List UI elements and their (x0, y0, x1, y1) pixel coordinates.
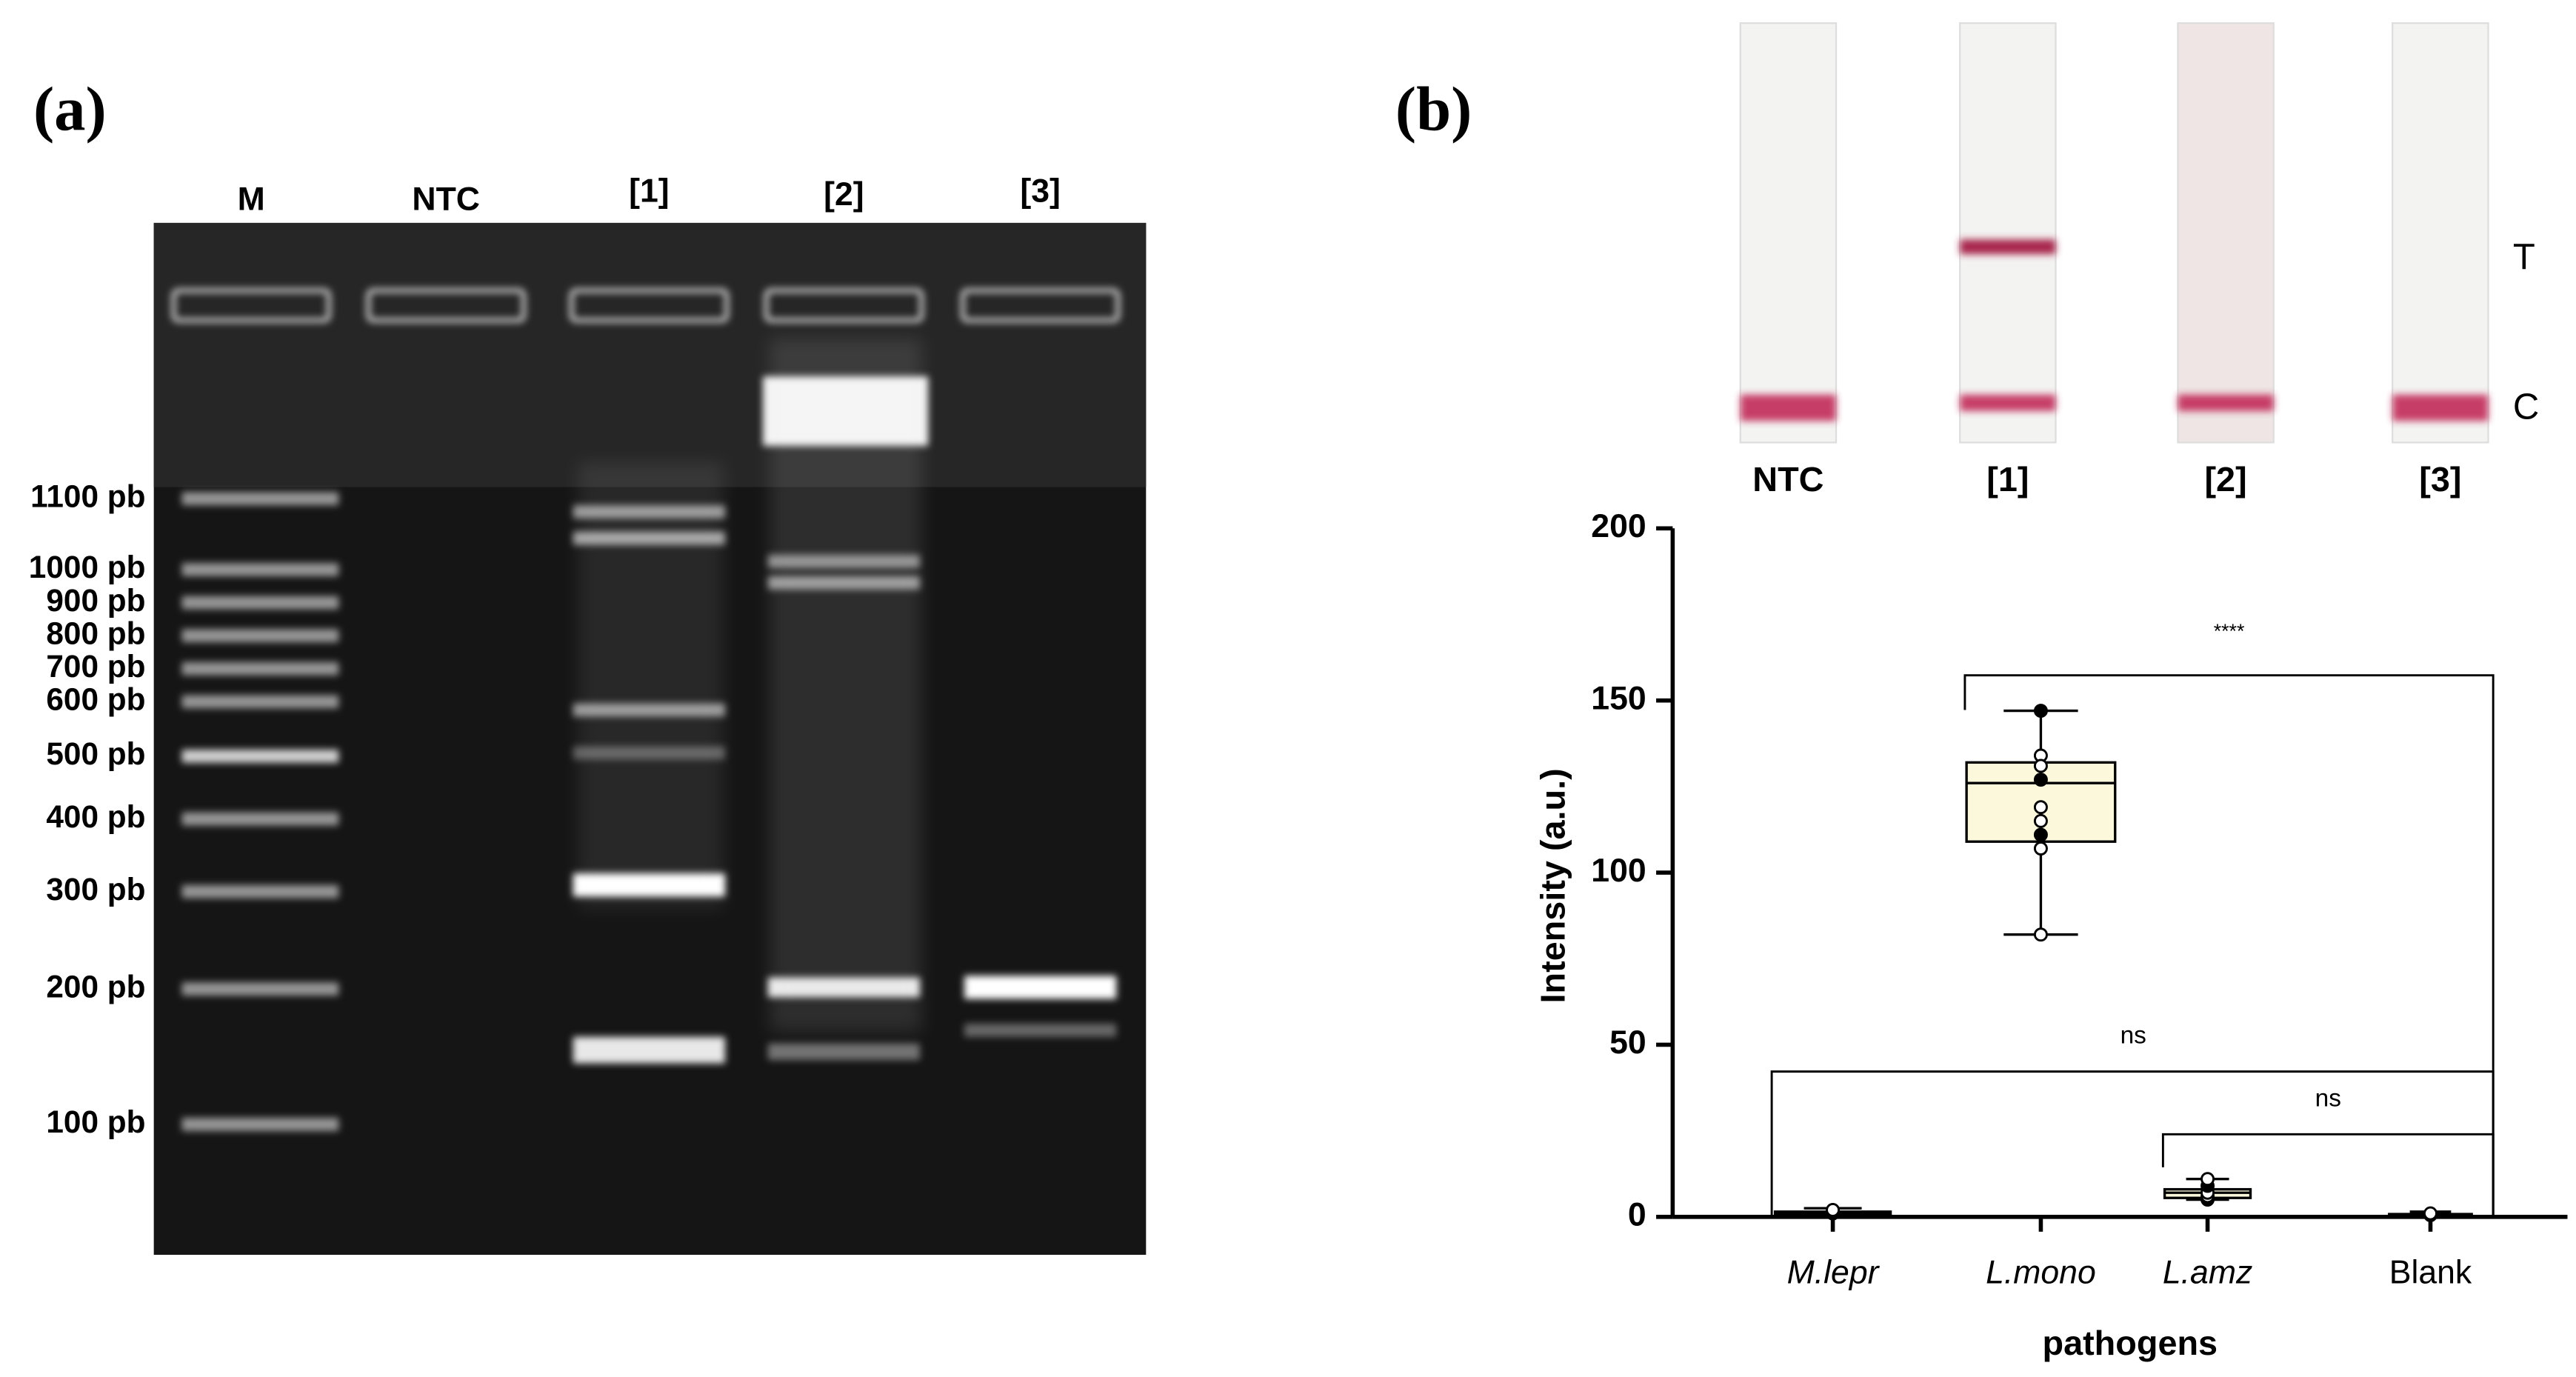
x-tick-label: M.lepr (1787, 1255, 1881, 1291)
ladder-band (181, 629, 339, 643)
test-strip (2177, 22, 2275, 444)
y-axis-title: Intensity (a.u.) (1533, 768, 1572, 1003)
lane-label: M (238, 181, 265, 218)
lane-label: NTC (412, 181, 480, 218)
ladder-band (181, 982, 339, 996)
control-line (2178, 394, 2274, 412)
gel-smear (770, 338, 922, 1033)
ladder-label: 800 pb (46, 616, 145, 650)
test-strip (2392, 22, 2489, 444)
data-point (2033, 773, 2048, 787)
ladder-label: 1100 pb (30, 479, 145, 513)
x-axis-title: pathogens (2043, 1324, 2218, 1362)
lane-label: [1] (629, 173, 669, 210)
strip-label: NTC (1752, 460, 1823, 499)
data-point (1826, 1203, 1841, 1217)
control-line (1960, 394, 2056, 412)
data-point (2033, 800, 2048, 815)
well (960, 287, 1121, 323)
data-point (2033, 841, 2048, 856)
ladder-label: 100 pb (46, 1104, 145, 1139)
significance-label: ns (2315, 1084, 2341, 1112)
gel-bands (171, 287, 1121, 1131)
lane-label: [2] (824, 176, 864, 213)
y-tick-label: 0 (1628, 1197, 1646, 1233)
test-strip (1739, 22, 1838, 444)
data-point (2033, 927, 2048, 942)
significance-label: **** (2214, 620, 2245, 642)
ladder-band (181, 749, 339, 763)
gel-band (964, 976, 1117, 999)
ladder-label: 500 pb (46, 736, 145, 771)
test-line (1960, 239, 2056, 255)
well (171, 287, 332, 323)
control-line (2392, 394, 2489, 421)
ladder-band (181, 812, 339, 826)
significance-bracket (1963, 674, 2495, 1217)
ladder-band (181, 695, 339, 709)
ladder-band (181, 492, 339, 506)
x-tick-label: L.amz (2163, 1255, 2252, 1291)
ladder-label: 400 pb (46, 799, 145, 834)
line-label: C (2513, 387, 2539, 427)
data-point (2033, 758, 2048, 773)
ladder-band (181, 596, 339, 610)
y-tick-label: 200 (1591, 508, 1646, 544)
y-tick-label: 150 (1591, 680, 1646, 716)
strip-label: [2] (2204, 460, 2246, 499)
x-tick-label: Blank (2389, 1255, 2472, 1291)
gel-smear (578, 462, 724, 908)
strip-label: [3] (2419, 460, 2461, 499)
well (366, 287, 527, 323)
ladder-band (181, 884, 339, 898)
data-point (2200, 1172, 2215, 1187)
strip-label: [1] (1986, 460, 2029, 499)
significance-label: ns (2120, 1022, 2146, 1050)
control-line (1740, 394, 1837, 421)
line-label: T (2513, 237, 2535, 277)
x-tick-label: L.mono (1986, 1255, 2096, 1291)
gel-band (964, 1023, 1117, 1037)
ladder-label: 300 pb (46, 872, 145, 907)
well (569, 287, 730, 323)
y-tick-label: 50 (1609, 1024, 1646, 1061)
data-point (2033, 704, 2048, 718)
data-point (2033, 827, 2048, 842)
gel-band (767, 1043, 920, 1061)
gel-band (573, 1036, 725, 1064)
ladder-label: 900 pb (46, 583, 145, 618)
gel-band (763, 376, 929, 446)
ladder-label: 600 pb (46, 682, 145, 717)
ladder-band (181, 661, 339, 676)
ladder-label: 700 pb (46, 649, 145, 684)
gel-top (153, 222, 1147, 487)
lane-label: [3] (1020, 173, 1060, 210)
ladder-band (181, 563, 339, 576)
panel-label: (a) (33, 75, 107, 144)
ladder-label: 200 pb (46, 969, 145, 1004)
ladder-band (181, 1118, 339, 1131)
panel-label: (b) (1395, 75, 1472, 144)
data-point (2033, 813, 2048, 828)
significance-bracket (1770, 1070, 2495, 1217)
well (764, 287, 924, 323)
ladder-label: 1000 pb (29, 550, 146, 584)
y-tick-label: 100 (1591, 853, 1646, 889)
data-point (2423, 1206, 2437, 1221)
significance-bracket (2161, 1133, 2495, 1217)
test-strip (1959, 22, 2057, 444)
